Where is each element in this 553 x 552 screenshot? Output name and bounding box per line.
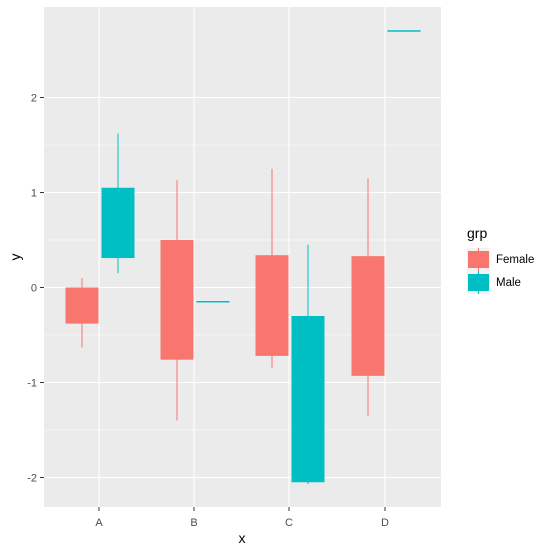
x-axis: A B C D: [95, 507, 389, 529]
legend-key: [468, 274, 489, 291]
box: [291, 316, 325, 483]
legend-key: [468, 251, 489, 268]
box: [65, 287, 99, 324]
box: [160, 240, 194, 360]
legend-title: grp: [467, 225, 487, 241]
y-tick-label: 1: [31, 188, 37, 200]
x-tick-label: B: [190, 517, 197, 529]
x-axis-title: x: [239, 530, 246, 546]
legend: grp Female Male: [467, 225, 534, 294]
x-tick-label: D: [381, 517, 389, 529]
legend-label: Male: [496, 277, 521, 289]
y-tick-label: 0: [31, 283, 37, 295]
y-axis: -2 -1 0 1 2: [27, 93, 44, 485]
box-layer: [65, 30, 421, 485]
y-tick-label: -1: [27, 378, 37, 390]
x-tick-label: A: [95, 517, 103, 529]
box: [255, 255, 289, 356]
y-axis-title: y: [7, 254, 23, 261]
legend-label: Female: [496, 254, 534, 266]
y-tick-label: 2: [31, 93, 37, 105]
y-tick-label: -2: [27, 473, 37, 485]
legend-items: Female Male: [467, 248, 534, 294]
x-tick-label: C: [285, 517, 293, 529]
box: [101, 187, 135, 259]
box: [351, 256, 385, 376]
